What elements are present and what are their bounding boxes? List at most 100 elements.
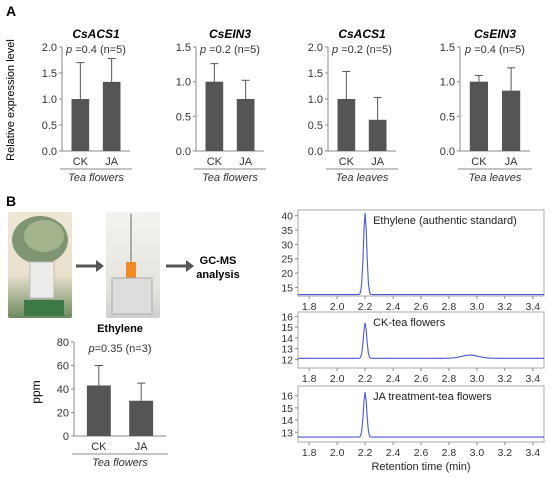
gene-title: CsEIN3 [209,27,251,41]
p-value-label: p =0.2 (n=5) [199,44,260,56]
chromatogram-label: JA treatment-tea flowers [373,391,492,403]
ethylene-group-label: Tea flowers [92,457,148,469]
chromatogram-label: CK-tea flowers [373,317,446,329]
chart4-group-label: Tea leaves [469,172,522,184]
workflow-arrow-2 [166,260,194,272]
chromatogram-xtick-label: 1.8 [302,301,317,313]
ethylene-bar-ja [129,400,154,436]
chart4-ytick-label: 0.0 [440,146,455,158]
chromatogram-trace [298,392,544,438]
panel-b-label: B [6,193,16,209]
chart2-ytick-label: 0.0 [176,146,191,158]
gene-title: CsACS1 [338,27,386,41]
chart2-xtick-ck: CK [207,156,223,168]
ethylene-title: Ethylene [97,323,143,335]
expression-chart-3: CsACS1 p =0.2 (n=5) 0.0 0.5 1.0 1.5 2.0 CK JA Tea… [308,27,398,184]
ethylene-ytick-label: 20 [57,408,69,420]
chromatogram-xtick-label: 2.6 [414,301,429,313]
chart1-ytick-label: 1.0 [42,94,57,106]
chromatogram-ytick-label: 16 [281,311,293,323]
ethylene-ylabel: ppm [29,380,43,403]
chart1-ytick-label: 2.0 [42,42,57,54]
chromatogram-xtick-label: 2.6 [414,373,429,385]
chart1-ytick-label: 0.5 [42,120,57,132]
chart1-bar-ja [102,81,121,151]
ethylene-ytick-label: 80 [57,337,69,349]
chart2-bar-ck [205,81,224,151]
chromatogram-xtick-label: 1.8 [302,447,317,459]
chart1-ytick-label: 0.0 [42,146,57,158]
chart2-ytick-label: 0.5 [176,111,191,123]
chromatogram-xtick-label: 2.0 [330,301,345,313]
chromatogram-ytick-label: 14 [281,333,293,345]
chart1-ytick-label: 1.5 [42,68,57,80]
chart4-ytick-label: 1.5 [440,42,455,54]
chart3-xtick-ck: CK [339,156,355,168]
chromatogram-xtick-label: 3.0 [470,301,485,313]
ethylene-bar-ck [86,385,111,436]
chart4-bar-ja [502,90,521,151]
chart4-bar-ck [469,81,488,151]
chromatogram-xtick-label: 3.0 [470,447,485,459]
chromatogram-ytick-label: 13 [281,427,293,439]
chromatogram-trace [298,212,544,296]
chromatogram-xtick-label: 2.4 [386,373,401,385]
panel-a-charts: CsACS1 p =0.4 (n=5) 0.0 0.5 1.0 1.5 2.0 CK JA Tea… [42,27,532,184]
chromatogram-xtick-label: 2.0 [330,373,345,385]
chromatograms: 15 20 25 30 35 40 1.8 2.0 2.2 2.4 2.6 2.8 3.0 3.2 3.4 E… [281,209,545,473]
chart1-xtick-ck: CK [73,156,89,168]
chromatogram-xtick-label: 3.0 [470,373,485,385]
panel-a-label: A [6,3,16,19]
ethylene-xtick-ja: JA [135,441,149,453]
chromatogram-ytick-label: 30 [281,239,293,251]
ethylene-ytick-label: 60 [57,361,69,373]
chart2-group-label: Tea flowers [202,172,258,184]
chromatogram-1: 15 20 25 30 35 40 1.8 2.0 2.2 2.4 2.6 2.8 3.0 3.2 3.4 E… [281,209,545,313]
workflow-arrow-1 [76,260,104,272]
gcms-label-line2: analysis [196,269,239,281]
chromatogram-ytick-label: 35 [281,225,293,237]
chromatogram-ytick-label: 14 [281,415,293,427]
chart3-xtick-ja: JA [371,156,385,168]
chromatogram-label: Ethylene (authentic standard) [373,215,517,227]
chromatogram-xtick-label: 2.8 [442,301,457,313]
chart4-ytick-label: 0.5 [440,111,455,123]
chromatogram-xtick-label: 3.4 [526,447,541,459]
chromatogram-xtick-label: 2.4 [386,447,401,459]
chart4-xtick-ck: CK [471,156,487,168]
chart3-ytick-label: 1.5 [308,68,323,80]
p-value-label: p =0.2 (n=5) [331,44,392,56]
ethylene-bar-chart: Ethylene p=0.35 (n=3) ppm 0 20 40 60 80 CK JA Tea … [29,323,168,469]
ethylene-ytick-label: 40 [57,384,69,396]
chromatogram-xtick-label: 3.2 [498,301,513,313]
chromatogram-xtick-label: 2.6 [414,447,429,459]
chart2-bar-ja [236,99,255,151]
chromatogram-ytick-label: 13 [281,344,293,356]
ethylene-ytick-label: 0 [63,431,69,443]
chart2-xtick-ja: JA [239,156,253,168]
chromatogram-ytick-label: 16 [281,391,293,403]
chart3-group-label: Tea leaves [336,172,389,184]
gene-title: CsACS1 [72,27,120,41]
chromatogram-xtick-label: 2.8 [442,373,457,385]
chart1-xtick-ja: JA [105,156,119,168]
chromatogram-xtick-label: 3.2 [498,447,513,459]
chromatogram-xlabel: Retention time (min) [371,461,470,473]
chart4-xtick-ja: JA [505,156,519,168]
chromatogram-ytick-label: 20 [281,268,293,280]
chromatogram-xtick-label: 1.8 [302,373,317,385]
expression-chart-2: CsEIN3 p =0.2 (n=5) 0.0 0.5 1.0 1.5 CK JA Tea fl… [176,27,266,184]
chromatogram-trace [298,322,544,359]
gcms-label-line1: GC-MS [200,255,237,267]
p-value-label: p =0.4 (n=5) [65,44,126,56]
chromatogram-xtick-label: 2.2 [358,447,373,459]
chart3-ytick-label: 1.0 [308,94,323,106]
ethylene-p-value: p=0.35 (n=3) [88,343,152,355]
chromatogram-ytick-label: 15 [281,322,293,334]
chart1-group-label: Tea flowers [68,172,124,184]
chart1-bar-ck [71,99,90,151]
chromatogram-ytick-label: 15 [281,403,293,415]
chart4-ytick-label: 1.0 [440,77,455,89]
